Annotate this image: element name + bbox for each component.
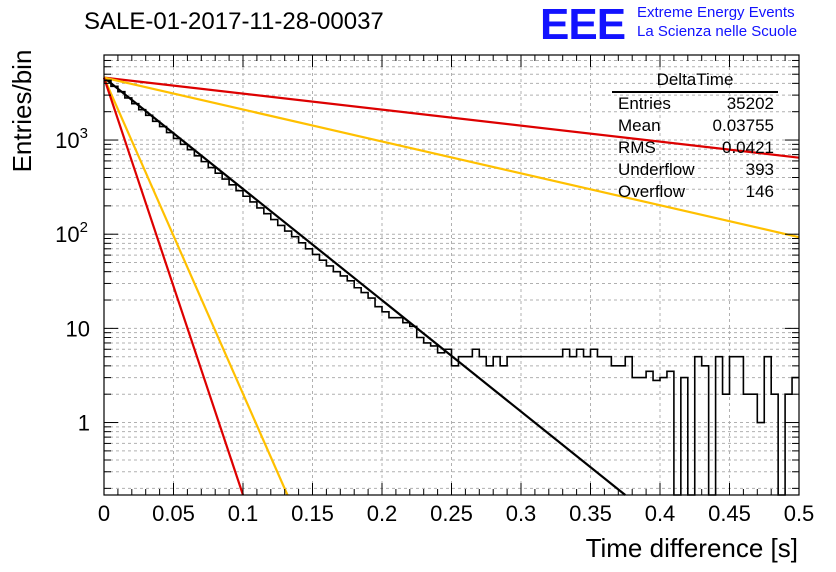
- y-tick-label: 10: [66, 316, 90, 341]
- stats-row-mean: Mean 0.03755: [618, 116, 774, 136]
- stats-box: DeltaTime Entries 35202 Mean 0.03755 RMS…: [612, 70, 778, 208]
- logo-line-2: La Scienza nelle Scuole: [637, 23, 798, 40]
- run-title: SALE-01-2017-11-28-00037: [84, 8, 384, 35]
- stats-label: Mean: [618, 116, 661, 135]
- x-tick-label: 0.5: [784, 501, 815, 526]
- histogram-series: [104, 79, 799, 496]
- stats-value: 393: [745, 160, 774, 179]
- stats-value: 0.0421: [722, 138, 774, 157]
- x-tick-label: 0.35: [569, 501, 612, 526]
- fit-line: [103, 76, 800, 239]
- grid: [104, 55, 799, 495]
- x-axis-label: Time difference [s]: [586, 533, 798, 563]
- y-tick-label: 1: [78, 411, 90, 436]
- stats-label: Overflow: [618, 182, 686, 201]
- stats-divider: [612, 91, 778, 93]
- fit-line: [102, 77, 245, 496]
- logo-line-1: Extreme Energy Events: [637, 4, 795, 21]
- x-tick-label: 0.1: [228, 501, 259, 526]
- fit-curves: [102, 76, 800, 496]
- y-tick-label: 102: [55, 219, 88, 247]
- x-tick-label: 0.05: [152, 501, 195, 526]
- histogram-layer: [104, 79, 799, 496]
- stats-value: 0.03755: [712, 116, 774, 135]
- x-tick-label: 0: [98, 501, 110, 526]
- y-tick-label: 103: [55, 125, 88, 153]
- eee-logo: EEE: [540, 0, 626, 49]
- x-tick-label: 0.3: [506, 501, 537, 526]
- x-tick-label: 0.15: [291, 501, 334, 526]
- stats-label: Underflow: [618, 160, 695, 179]
- axes: 0 0.05 0.1 0.15 0.2 0.25 0.3 0.35 0.4 0.45 0.5 1 10 1…: [55, 54, 815, 526]
- stats-label: Entries: [618, 94, 671, 113]
- stats-value: 146: [745, 182, 774, 201]
- fit-line: [103, 76, 626, 496]
- x-tick-label: 0.4: [645, 501, 676, 526]
- y-axis-label: Entries/bin: [7, 50, 37, 173]
- x-tick-label: 0.45: [708, 501, 751, 526]
- stats-row-overflow: Overflow 146: [618, 182, 774, 202]
- stats-title: DeltaTime: [656, 70, 734, 89]
- stats-row-underflow: Underflow 393: [618, 160, 774, 180]
- fit-line: [103, 76, 800, 159]
- stats-value: 35202: [726, 94, 774, 113]
- x-tick-label: 0.2: [367, 501, 398, 526]
- stats-row-entries: Entries 35202: [618, 94, 774, 114]
- x-tick-label: 0.25: [430, 501, 473, 526]
- fit-line: [102, 77, 289, 496]
- stats-row-rms: RMS 0.0421: [618, 138, 774, 158]
- stats-label: RMS: [618, 138, 656, 157]
